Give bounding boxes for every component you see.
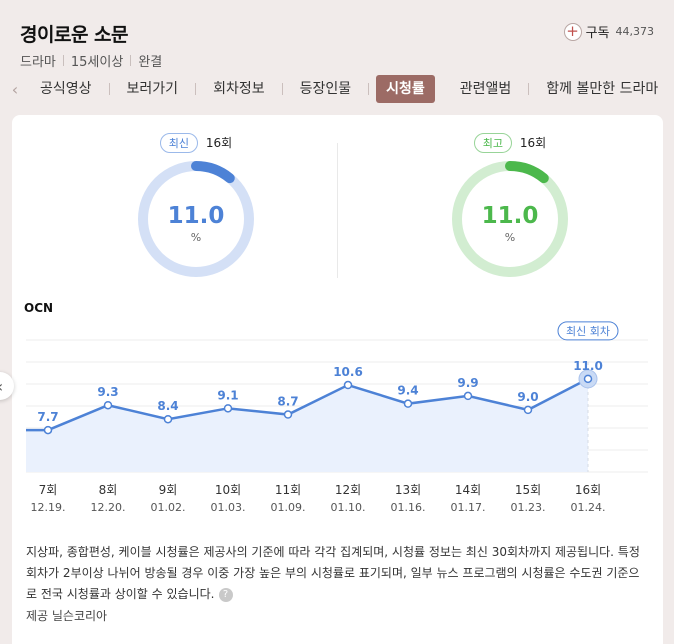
latest-episode: 16회	[205, 136, 233, 150]
tab-divider	[528, 83, 530, 95]
latest-ring-fill	[138, 161, 254, 277]
subscribe-button[interactable]: + 구독 44,373	[563, 22, 655, 41]
data-label: 9.0	[517, 390, 538, 404]
date-tick-label: 01.09.	[271, 501, 306, 514]
tab-albums[interactable]: 관련앨범	[459, 81, 512, 97]
tab-bar: ‹ 공식영상 보러가기 회차정보 등장인물 시청률 관련앨범 함께 볼만한 드라…	[0, 74, 674, 104]
latest-unit: %	[190, 231, 202, 244]
data-label: 9.9	[457, 376, 478, 390]
data-point	[223, 404, 233, 413]
tab-ratings[interactable]: 시청률	[376, 75, 435, 103]
latest-badge: 최신	[159, 133, 199, 153]
data-label: 7.7	[37, 410, 58, 424]
data-point	[43, 425, 53, 435]
episode-tick-label: 7회	[39, 483, 58, 497]
tab-divider	[281, 83, 283, 95]
data-point	[403, 399, 413, 408]
episode-tick-label: 10회	[215, 483, 241, 497]
subscribe-label: 구독	[585, 26, 610, 41]
highest-header: 최고 16회	[430, 133, 590, 153]
date-tick-label: 01.17.	[451, 501, 486, 514]
latest-episode-tag: 최신 회차	[566, 325, 610, 338]
gauge-divider	[337, 143, 338, 278]
data-label: 8.4	[157, 399, 178, 413]
ratings-chart-svg: 7.7 7회 12.19. 9.3 8회 12.20. 8.4 9회 01.02. 9.1 10회 0…	[26, 321, 648, 514]
help-icon[interactable]: ?	[218, 587, 233, 602]
status: 완결	[138, 55, 163, 70]
plus-icon: +	[563, 22, 582, 41]
tab-watch[interactable]: 보러가기	[126, 81, 179, 97]
date-tick-label: 12.20.	[91, 501, 126, 514]
episode-tick-label: 16회	[575, 483, 601, 497]
data-label: 11.0	[573, 359, 603, 373]
footnote: 지상파, 종합편성, 케이블 시청률은 제공사의 기준에 따라 각각 집계되며,…	[26, 542, 646, 605]
meta-divider	[62, 55, 64, 66]
chevron-left-icon[interactable]: ‹	[0, 372, 14, 400]
date-tick-label: 01.03.	[211, 501, 246, 514]
data-label: 8.7	[277, 395, 298, 409]
latest-value: 11.0	[167, 203, 225, 229]
ratings-card: 최신 16회 11.0 % 최고 16회 11.0 % OCN 7.7 7회 12.…	[12, 115, 663, 644]
header: 경이로운 소문 드라마 15세이상 완결 + 구독 44,373 ‹ 공식영상 …	[0, 0, 674, 110]
data-provider: 제공 닐슨코리아	[26, 609, 108, 623]
tab-cast[interactable]: 등장인물	[299, 81, 352, 97]
data-point	[523, 405, 533, 415]
latest-header: 최신 16회	[116, 133, 276, 153]
data-point	[163, 414, 173, 424]
data-label: 9.1	[217, 388, 238, 402]
highest-badge: 최고	[473, 133, 513, 153]
subscribe-count: 44,373	[615, 25, 655, 38]
highest-ring	[452, 161, 568, 277]
network-label: OCN	[24, 301, 54, 315]
ratings-chart: 7.7 7회 12.19. 9.3 8회 12.20. 8.4 9회 01.02. 9.1 10회 0…	[12, 320, 663, 530]
latest-ring	[138, 161, 254, 277]
episode-tick-label: 13회	[395, 483, 421, 497]
tab-divider	[368, 83, 370, 95]
date-tick-label: 01.24.	[571, 501, 606, 514]
date-tick-label: 01.23.	[511, 501, 546, 514]
episode-tick-label: 8회	[99, 483, 118, 497]
tab-divider	[195, 83, 197, 95]
episode-tick-label: 11회	[275, 483, 301, 497]
episode-tick-label: 15회	[515, 483, 541, 497]
episode-tick-label: 12회	[335, 483, 361, 497]
data-point	[283, 410, 293, 419]
tab-episodes[interactable]: 회차정보	[213, 81, 265, 97]
data-label: 10.6	[333, 365, 363, 379]
data-point	[583, 374, 593, 384]
genre: 드라마	[20, 55, 56, 70]
tab-official-video[interactable]: 공식영상	[40, 81, 92, 97]
data-point	[463, 391, 473, 401]
data-label: 9.3	[97, 385, 118, 399]
data-point	[103, 400, 113, 410]
chevron-left-icon[interactable]: ‹	[11, 79, 19, 99]
tab-divider	[108, 83, 110, 95]
date-tick-label: 01.10.	[331, 501, 366, 514]
highest-unit: %	[504, 231, 516, 244]
episode-tick-label: 14회	[455, 483, 481, 497]
highest-value: 11.0	[481, 203, 539, 229]
data-point	[343, 380, 353, 390]
data-label: 9.4	[397, 384, 418, 398]
highest-gauge: 최고 16회 11.0 %	[430, 133, 590, 293]
date-tick-label: 01.16.	[391, 501, 426, 514]
highest-ring-fill	[452, 161, 568, 277]
tab-similar-dramas[interactable]: 함께 볼만한 드라마	[546, 81, 659, 97]
footnote-text: 지상파, 종합편성, 케이블 시청률은 제공사의 기준에 따라 각각 집계되며,…	[26, 545, 640, 601]
meta-divider	[130, 55, 132, 66]
date-tick-label: 01.02.	[151, 501, 186, 514]
age-rating: 15세이상	[70, 55, 124, 70]
date-tick-label: 12.19.	[31, 501, 66, 514]
program-meta: 드라마 15세이상 완결	[20, 51, 162, 70]
page-title: 경이로운 소문	[20, 24, 129, 46]
area-fill	[26, 378, 588, 472]
highest-episode: 16회	[519, 136, 547, 150]
latest-episode-tag-box	[557, 321, 619, 341]
latest-gauge: 최신 16회 11.0 %	[116, 133, 276, 293]
episode-tick-label: 9회	[159, 483, 178, 497]
